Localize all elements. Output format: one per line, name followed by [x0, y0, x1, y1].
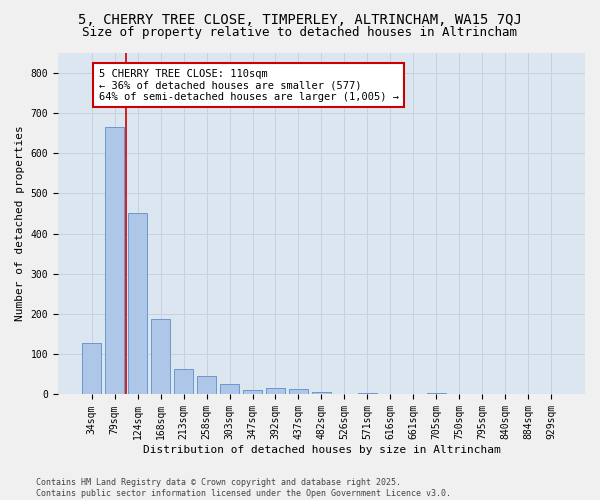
Bar: [289, 389, 308, 394]
Bar: [105, 127, 124, 394]
Bar: [197, 376, 217, 394]
Bar: [311, 392, 331, 394]
Bar: [174, 369, 193, 394]
Y-axis label: Number of detached properties: Number of detached properties: [15, 126, 25, 322]
Bar: [358, 393, 377, 394]
Bar: [266, 388, 285, 394]
Bar: [151, 319, 170, 394]
Bar: [128, 212, 148, 394]
X-axis label: Distribution of detached houses by size in Altrincham: Distribution of detached houses by size …: [143, 445, 500, 455]
Text: Contains HM Land Registry data © Crown copyright and database right 2025.
Contai: Contains HM Land Registry data © Crown c…: [36, 478, 451, 498]
Bar: [243, 390, 262, 394]
Bar: [82, 344, 101, 394]
Text: Size of property relative to detached houses in Altrincham: Size of property relative to detached ho…: [83, 26, 517, 39]
Bar: [220, 384, 239, 394]
Text: 5 CHERRY TREE CLOSE: 110sqm
← 36% of detached houses are smaller (577)
64% of se: 5 CHERRY TREE CLOSE: 110sqm ← 36% of det…: [98, 68, 398, 102]
Text: 5, CHERRY TREE CLOSE, TIMPERLEY, ALTRINCHAM, WA15 7QJ: 5, CHERRY TREE CLOSE, TIMPERLEY, ALTRINC…: [78, 12, 522, 26]
